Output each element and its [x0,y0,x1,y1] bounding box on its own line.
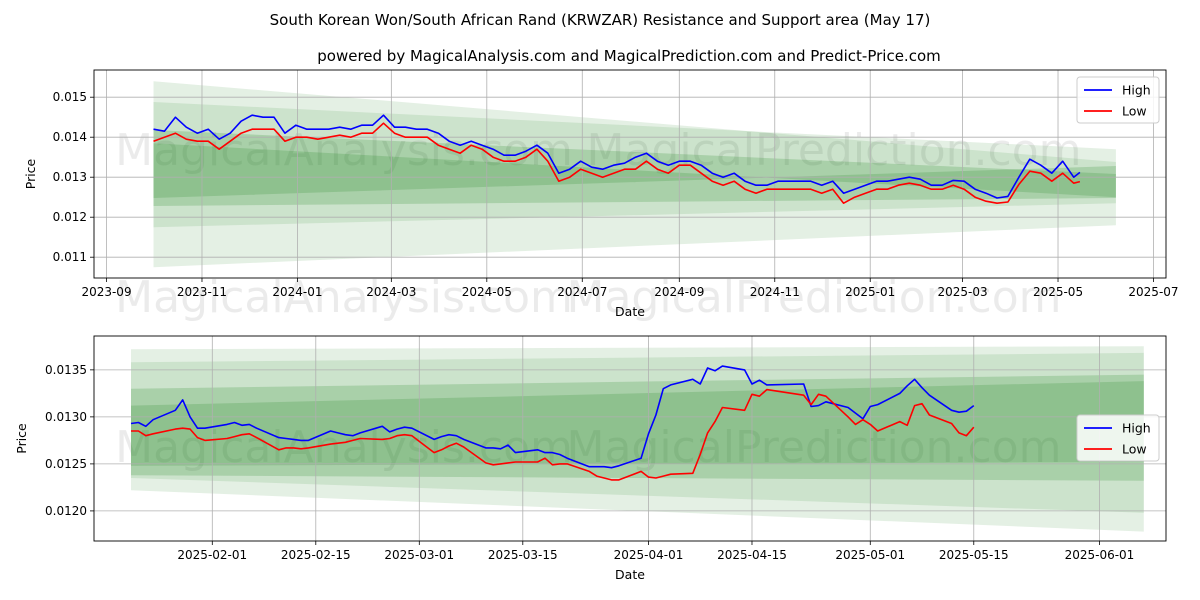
y-tick-label: 0.0135 [45,363,87,377]
series-line-low [131,388,975,481]
x-tick-label: 2025-06-01 [1065,548,1135,562]
grid [94,336,1166,541]
y-tick-label: 0.015 [53,90,87,104]
watermark-text: MagicalPrediction.com [587,125,1082,176]
legend: High Low [1076,76,1160,124]
y-axis-label: Price [23,158,38,189]
legend-label-high: High [1122,83,1151,98]
legend-label-low: Low [1122,442,1147,457]
x-tick-label: 2025-05-15 [939,548,1009,562]
band-area [131,374,1144,481]
series-lines [130,365,975,481]
band-area [131,346,1144,532]
x-tick-label: 2025-03-01 [384,548,454,562]
x-tick-label: 2025-04-15 [717,548,787,562]
y-tick-label: 0.012 [53,210,87,224]
x-tick-label: 2024-11 [750,285,800,299]
x-tick-label: 2025-03 [937,285,987,299]
chart-panel-1: MagicalAnalysis.comMagicalPrediction.com… [23,69,1179,323]
band-area [153,130,1116,206]
y-axis-label: Price [14,423,29,454]
legend-label-high: High [1122,421,1151,436]
x-tick-label: 2025-02-15 [281,548,351,562]
x-tick-label: 2024-07 [557,285,607,299]
legend: High Low [1076,414,1160,462]
plot-frame [93,335,1167,542]
x-tick-label: 2024-03 [366,285,416,299]
y-tick-label: 0.011 [53,250,87,264]
chart-subtitle: powered by MagicalAnalysis.com and Magic… [317,47,941,65]
x-tick-label: 2024-09 [654,285,704,299]
x-tick-label: 2025-05 [1033,285,1083,299]
x-tick-label: 2024-01 [272,285,322,299]
x-tick-label: 2024-05 [462,285,512,299]
x-tick-label: 2025-05-01 [835,548,905,562]
legend-label-low: Low [1122,104,1147,119]
support-resistance-bands [153,81,1116,268]
y-tick-label: 0.014 [53,130,87,144]
y-tick-label: 0.0120 [45,504,87,518]
series-line-high [153,114,1081,199]
x-tick-label: 2025-02-01 [177,548,247,562]
x-tick-label: 2023-09 [81,285,131,299]
x-tick-label: 2025-01 [845,285,895,299]
y-tick-label: 0.0125 [45,457,87,471]
band-area [131,381,1144,466]
x-tick-label: 2025-04-01 [614,548,684,562]
support-resistance-bands [131,346,1144,532]
series-line-high [130,365,975,469]
band-area [153,143,1116,198]
y-tick-label: 0.013 [53,170,87,184]
y-tick-label: 0.0130 [45,410,87,424]
x-axis-label: Date [615,567,645,582]
series-line-low [153,122,1081,204]
x-tick-label: 2025-03-15 [488,548,558,562]
x-tick-label: 2023-11 [177,285,227,299]
chart-title: South Korean Won/South African Rand (KRW… [270,11,931,29]
watermark-text: MagicalPrediction.com [567,272,1062,323]
series-lines [153,114,1081,204]
band-area [131,352,1144,513]
chart-panel-2: MagicalAnalysis.comMagicalPrediction.com… [14,335,1167,582]
x-axis-label: Date [615,304,645,319]
grid [94,70,1166,278]
x-tick-label: 2025-07 [1128,285,1178,299]
plot-frame [93,69,1167,279]
watermark-text: MagicalAnalysis.com [115,272,573,323]
